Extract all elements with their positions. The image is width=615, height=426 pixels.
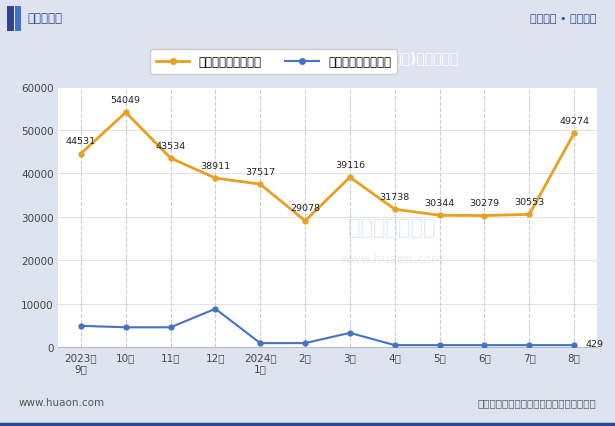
- Text: 429: 429: [585, 340, 603, 348]
- Text: 39116: 39116: [335, 161, 365, 170]
- Text: 华经情报网: 华经情报网: [28, 12, 63, 25]
- Text: 29078: 29078: [290, 204, 320, 213]
- Line: 进口总额（千美元）: 进口总额（千美元）: [79, 307, 576, 348]
- 出口总额（千美元）: [122, 111, 129, 116]
- Bar: [7, 7, 14, 32]
- Text: 54049: 54049: [111, 96, 141, 105]
- Text: 华经产业研究院: 华经产业研究院: [348, 218, 436, 238]
- 进口总额（千美元）: [77, 323, 84, 328]
- Text: www.huaon.com: www.huaon.com: [18, 397, 105, 408]
- Line: 出口总额（千美元）: 出口总额（千美元）: [79, 111, 576, 224]
- Legend: 出口总额（千美元）, 进口总额（千美元）: 出口总额（千美元）, 进口总额（千美元）: [151, 50, 397, 75]
- Text: 数据来源：中国海关，华经产业研究院整理: 数据来源：中国海关，华经产业研究院整理: [478, 397, 597, 408]
- 进口总额（千美元）: [391, 343, 399, 348]
- Text: 44531: 44531: [66, 137, 96, 146]
- Text: 31738: 31738: [379, 193, 410, 201]
- Text: 30553: 30553: [514, 198, 544, 207]
- Text: 37517: 37517: [245, 167, 276, 176]
- Text: 38911: 38911: [200, 161, 231, 170]
- 出口总额（千美元）: [212, 176, 219, 181]
- 进口总额（千美元）: [571, 343, 578, 348]
- 出口总额（千美元）: [77, 152, 84, 157]
- 进口总额（千美元）: [167, 325, 174, 330]
- 进口总额（千美元）: [436, 343, 443, 348]
- Text: 43534: 43534: [156, 141, 186, 150]
- Text: 2023-2024年井冈山经济技术开发区(境内目的地/货源地)进、出口额: 2023-2024年井冈山经济技术开发区(境内目的地/货源地)进、出口额: [156, 52, 459, 65]
- 出口总额（千美元）: [167, 156, 174, 161]
- 出口总额（千美元）: [571, 131, 578, 136]
- Text: 专业严谨 • 客观科学: 专业严谨 • 客观科学: [530, 14, 597, 24]
- 出口总额（千美元）: [391, 207, 399, 212]
- 进口总额（千美元）: [122, 325, 129, 330]
- Text: 30344: 30344: [424, 199, 454, 207]
- 出口总额（千美元）: [436, 213, 443, 219]
- 出口总额（千美元）: [481, 213, 488, 219]
- Text: www.huaon.com: www.huaon.com: [340, 252, 444, 265]
- 出口总额（千美元）: [346, 175, 354, 180]
- 出口总额（千美元）: [301, 219, 309, 224]
- Text: 30279: 30279: [469, 199, 499, 208]
- 进口总额（千美元）: [481, 343, 488, 348]
- 进口总额（千美元）: [301, 341, 309, 346]
- 进口总额（千美元）: [526, 343, 533, 348]
- 出口总额（千美元）: [256, 182, 264, 187]
- 进口总额（千美元）: [212, 307, 219, 312]
- 进口总额（千美元）: [346, 331, 354, 336]
- 进口总额（千美元）: [256, 341, 264, 346]
- Bar: [15, 7, 21, 32]
- 出口总额（千美元）: [526, 212, 533, 217]
- Text: 49274: 49274: [559, 116, 589, 126]
